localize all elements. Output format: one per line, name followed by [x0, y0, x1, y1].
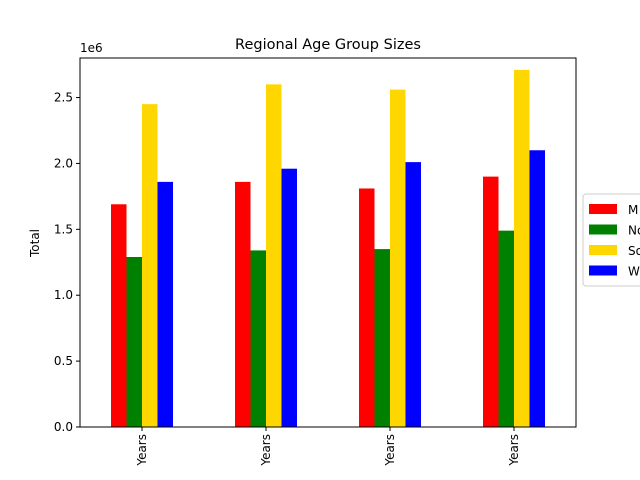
bar-no-1 — [250, 250, 266, 427]
bar-m-0 — [111, 204, 127, 427]
plot-frame — [79, 57, 577, 428]
bar-w-2 — [405, 162, 421, 428]
legend-label-no: No — [628, 224, 640, 238]
bar-so-2 — [390, 89, 406, 427]
legend-swatch-so — [589, 245, 617, 255]
x-axis: Years Years Years Years — [135, 427, 521, 467]
bar-no-2 — [374, 249, 390, 427]
y-tick-label: 1.5 — [54, 222, 73, 236]
bar-m-3 — [483, 176, 499, 427]
bars-group — [111, 69, 545, 428]
x-tick-label: Years — [135, 434, 149, 467]
legend: M No So W — [582, 193, 640, 287]
y-tick-label: 1.0 — [54, 288, 73, 302]
bar-w-3 — [529, 150, 545, 427]
y-tick-label: 2.5 — [54, 91, 73, 105]
x-tick-label: Years — [259, 434, 273, 467]
y-tick-label: 2.0 — [54, 156, 73, 170]
legend-swatch-m — [589, 204, 617, 214]
legend-swatch-no — [589, 224, 617, 235]
legend-box — [582, 193, 640, 287]
x-tick-label: Years — [383, 434, 397, 467]
legend-label-m: M — [628, 203, 638, 217]
legend-label-so: So — [628, 244, 640, 258]
chart-title: Regional Age Group Sizes — [235, 37, 421, 53]
bar-m-2 — [359, 188, 375, 427]
bar-no-0 — [126, 257, 142, 427]
bar-w-0 — [157, 181, 173, 427]
bar-so-0 — [142, 104, 158, 428]
y-axis: 0.0 0.5 1.0 1.5 2.0 2.5 — [54, 91, 80, 434]
y-multiplier-label: 1e6 — [80, 41, 103, 55]
y-tick-label: 0.5 — [54, 354, 73, 368]
bar-m-1 — [235, 181, 251, 427]
legend-swatch-w — [589, 265, 617, 276]
bar-w-1 — [281, 168, 297, 427]
y-tick-label: 0.0 — [54, 420, 73, 434]
bar-so-3 — [514, 69, 530, 428]
bar-no-3 — [498, 230, 514, 427]
bar-so-1 — [266, 84, 282, 428]
legend-label-w: W — [628, 265, 640, 279]
x-tick-label: Years — [507, 434, 521, 467]
y-axis-label: Total — [28, 229, 42, 258]
